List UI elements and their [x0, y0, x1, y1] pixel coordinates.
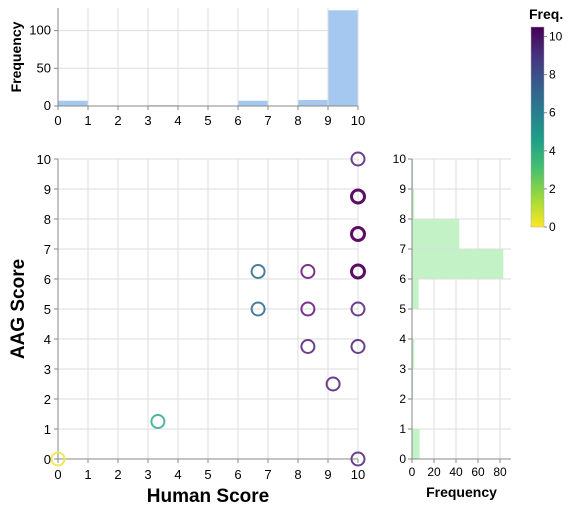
scatter-point: [325, 376, 341, 392]
scatter-x-tick: 1: [84, 467, 91, 482]
right-hist-y-tick: 5: [399, 302, 406, 316]
scatter-x-label: Human Score: [147, 486, 269, 507]
right-hist-bar: [412, 249, 504, 279]
right-hist-y-tick: 8: [399, 212, 406, 226]
legend-tick: 10: [549, 30, 563, 44]
scatter-y-label: AAG Score: [8, 259, 29, 359]
scatter-y-tick: 7: [44, 242, 51, 257]
right-hist-y-tick: 4: [399, 332, 406, 346]
scatter-x-tick: 10: [351, 467, 365, 482]
scatter-y-tick: 4: [44, 332, 51, 347]
scatter-x-tick: 4: [174, 467, 181, 482]
top-hist-bar: [58, 100, 88, 106]
right-hist-y-tick: 0: [399, 452, 406, 466]
legend-tick: 2: [549, 182, 556, 196]
scatter-x-tick: 7: [264, 467, 271, 482]
right-hist-y-tick: 10: [393, 152, 407, 166]
scatter-point: [350, 226, 366, 242]
top-hist-x-tick: 10: [351, 113, 365, 128]
right-hist-x-tick: 20: [427, 465, 441, 479]
scatter-y-tick: 0: [44, 452, 51, 467]
right-hist-y-tick: 6: [399, 272, 406, 286]
color-legend: Freq. 0 2 4 6 8 10: [529, 6, 563, 234]
right-hist-bar: [412, 189, 415, 219]
legend-tick: 8: [549, 68, 556, 82]
legend-tick: 4: [549, 144, 556, 158]
right-hist-bar: [412, 219, 460, 249]
top-hist-x-tick: 9: [324, 113, 331, 128]
legend-title: Freq.: [529, 6, 563, 22]
main-scatter-plot: 0 1 2 3 4 5 6 7 8 9 10 0 1 2 3 4 5 6 7 8 9 10 Human Score AAG S…: [8, 151, 366, 507]
scatter-point: [300, 339, 316, 354]
top-hist-y-tick: 50: [37, 60, 51, 75]
right-hist-y-tick: 7: [399, 242, 406, 256]
scatter-y-tick: 9: [44, 182, 51, 197]
right-hist-bar: [412, 159, 414, 189]
right-hist-y-tick: 1: [399, 422, 406, 436]
top-hist-x-tick: 3: [144, 113, 151, 128]
right-hist-x-tick: 0: [409, 465, 416, 479]
top-hist-x-tick: 1: [84, 113, 91, 128]
scatter-y-tick: 2: [44, 392, 51, 407]
right-hist-x-tick: 40: [449, 465, 463, 479]
scatter-point: [350, 263, 366, 280]
top-hist-y-tick: 100: [29, 23, 51, 38]
top-hist-x-tick: 6: [234, 113, 241, 128]
scatter-y-tick: 10: [37, 152, 51, 167]
top-hist-bar: [238, 100, 268, 106]
right-hist-x-label: Frequency: [426, 484, 497, 500]
top-hist-bar: [328, 10, 358, 107]
scatter-y-tick: 8: [44, 212, 51, 227]
top-hist-x-tick: 8: [294, 113, 301, 128]
scatter-point: [350, 151, 366, 167]
scatter-x-tick: 2: [114, 467, 121, 482]
scatter-x-tick: 8: [294, 467, 301, 482]
right-hist-bar: [412, 339, 415, 369]
scatter-x-tick: 9: [324, 467, 331, 482]
scatter-point: [150, 414, 166, 429]
scatter-point: [350, 301, 366, 317]
scatter-point: [250, 264, 266, 279]
scatter-x-tick: 5: [204, 467, 211, 482]
right-hist-y-tick: 2: [399, 392, 406, 406]
scatter-point: [250, 301, 266, 317]
scatter-y-tick: 1: [44, 422, 51, 437]
scatter-point: [50, 451, 66, 467]
legend-gradient-bar: [530, 26, 545, 228]
right-hist-y-tick: 3: [399, 362, 406, 376]
right-hist-bar: [412, 429, 420, 459]
scatter-x-tick: 3: [144, 467, 151, 482]
right-hist-x-tick: 60: [471, 465, 485, 479]
top-hist-x-tick: 4: [174, 113, 181, 128]
scatter-point: [350, 451, 366, 467]
top-hist-x-tick: 5: [204, 113, 211, 128]
scatter-point: [300, 264, 316, 279]
top-hist-x-tick: 2: [114, 113, 121, 128]
top-hist-bar: [298, 99, 328, 106]
scatter-point: [350, 339, 366, 354]
scatter-y-tick: 5: [44, 302, 51, 317]
top-hist-x-tick: 7: [264, 113, 271, 128]
scatter-point: [300, 301, 316, 317]
right-hist-bar: [412, 369, 414, 399]
top-hist-y-label: Frequency: [8, 21, 24, 92]
top-hist-x-tick: 0: [54, 113, 61, 128]
right-hist-bar: [412, 279, 419, 309]
scatter-x-tick: 6: [234, 467, 241, 482]
right-hist-x-tick: 80: [493, 465, 507, 479]
legend-tick: 0: [549, 220, 556, 234]
scatter-point: [350, 188, 366, 205]
scatter-y-tick: 6: [44, 272, 51, 287]
right-hist-y-tick: 9: [399, 182, 406, 196]
scatter-x-tick: 0: [54, 467, 61, 482]
scatter-y-tick: 3: [44, 362, 51, 377]
top-hist-y-tick: 0: [44, 98, 51, 113]
right-histogram: 0 20 40 60 80 0 1 2 3 4 5 6 7 8 9 10 Frequency: [393, 152, 511, 500]
legend-tick: 6: [549, 106, 556, 120]
